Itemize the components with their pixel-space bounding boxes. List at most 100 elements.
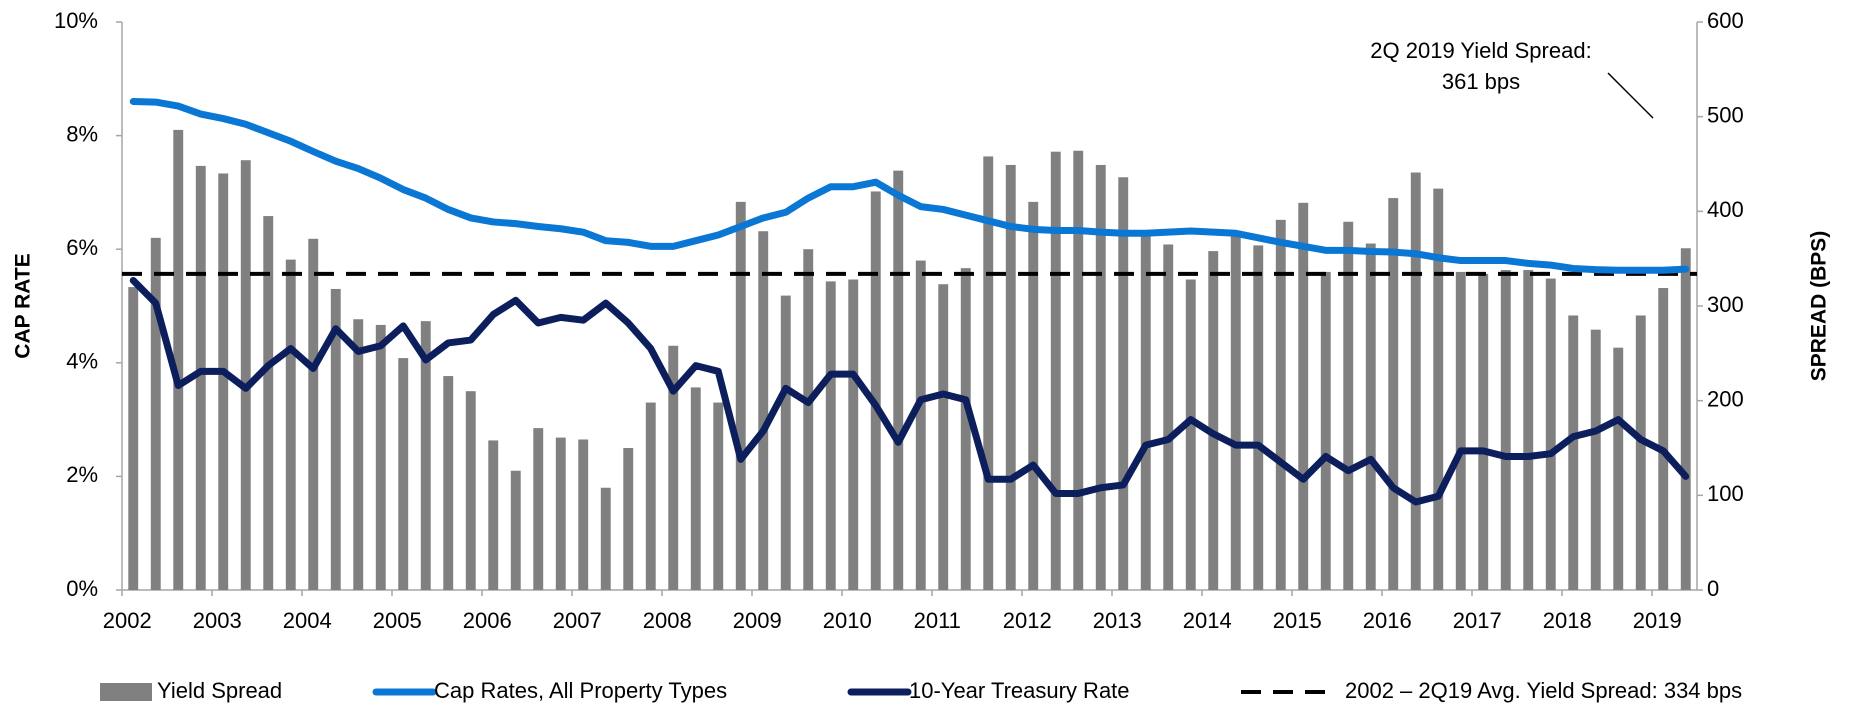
line: [129, 276, 1690, 506]
bar: [1478, 273, 1489, 590]
bar: [263, 216, 274, 591]
bar: [803, 249, 814, 590]
bar: [465, 391, 476, 590]
bar: [645, 402, 656, 590]
bar: [555, 437, 566, 590]
bar: [420, 321, 431, 590]
x-tick-label: 2014: [1183, 608, 1232, 633]
bar: [1590, 329, 1601, 590]
bar: [1005, 164, 1016, 591]
bar: [1388, 198, 1399, 590]
annotation: 361 bps: [1442, 69, 1520, 94]
line: [129, 98, 1690, 274]
bar: [218, 173, 229, 590]
x-tick-label: 2015: [1273, 608, 1322, 633]
annotation-leader: [1607, 72, 1654, 119]
bar: [713, 402, 724, 590]
bar: [938, 284, 949, 590]
bar: [848, 279, 859, 590]
bar: [1455, 271, 1466, 590]
bar: [1140, 235, 1151, 591]
bar: [1545, 278, 1556, 590]
bar: [915, 260, 926, 590]
bar: [600, 487, 611, 590]
bar: [1410, 172, 1421, 590]
y-axis-title: CAP RATE: [12, 253, 35, 358]
legend-label: Cap Rates, All Property Types: [434, 678, 727, 703]
bar: [1028, 201, 1039, 590]
x-tick-label: 2004: [283, 608, 332, 633]
x-tick-label: 2003: [193, 608, 242, 633]
bar: [240, 160, 251, 591]
y-tick-label: 4%: [66, 349, 98, 374]
bar: [1658, 288, 1669, 590]
legend-label: 10-Year Treasury Rate: [909, 678, 1130, 703]
x-tick-label: 2007: [553, 608, 602, 633]
bar: [533, 428, 544, 590]
y2-axis-title: SPREAD (BPS): [1808, 231, 1831, 382]
legend-swatch: [100, 683, 152, 701]
bar: [128, 287, 139, 590]
bar: [1163, 244, 1174, 590]
bar: [285, 259, 296, 590]
legend-label: Yield Spread: [157, 678, 282, 703]
bar: [1343, 221, 1354, 590]
legend-label: 2002 – 2Q19 Avg. Yield Spread: 334 bps: [1345, 678, 1742, 703]
bar: [1613, 347, 1624, 590]
bar: [308, 238, 319, 590]
bar: [1095, 164, 1106, 591]
bar: [1635, 315, 1646, 590]
bar: [870, 191, 881, 590]
y2-tick-label: 100: [1707, 481, 1744, 506]
bar: [1230, 235, 1241, 591]
x-tick-label: 2018: [1543, 608, 1592, 633]
y-tick-label: 8%: [66, 121, 98, 146]
bar: [825, 281, 836, 590]
y2-tick-label: 400: [1707, 197, 1744, 222]
bar: [983, 156, 994, 590]
bar: [1523, 270, 1534, 590]
bar: [1073, 150, 1084, 590]
bar: [690, 387, 701, 590]
bar: [1433, 188, 1444, 590]
bar: [330, 288, 341, 590]
x-tick-label: 2013: [1093, 608, 1142, 633]
bar: [1275, 219, 1286, 590]
y2-tick-label: 600: [1707, 8, 1744, 33]
bar: [1568, 315, 1579, 590]
bar: [150, 237, 161, 590]
bar: [398, 358, 409, 590]
bar: [758, 231, 769, 591]
y2-tick-label: 200: [1707, 386, 1744, 411]
y2-tick-label: 300: [1707, 292, 1744, 317]
bar: [780, 295, 791, 590]
bar: [623, 448, 634, 590]
y-tick-label: 10%: [54, 8, 98, 33]
x-tick-label: 2010: [823, 608, 872, 633]
x-tick-label: 2011: [914, 608, 961, 633]
x-tick-label: 2009: [733, 608, 782, 633]
bar: [510, 470, 521, 590]
x-tick-label: 2016: [1363, 608, 1412, 633]
bar: [1500, 270, 1511, 590]
bar: [1365, 243, 1376, 590]
y-tick-label: 0%: [66, 576, 98, 601]
bar: [375, 324, 386, 590]
y2-tick-label: 0: [1707, 576, 1719, 601]
bar: [893, 170, 904, 591]
annotation: 2Q 2019 Yield Spread:: [1370, 38, 1591, 63]
bar: [1118, 177, 1129, 590]
y-tick-label: 2%: [66, 462, 98, 487]
bar: [488, 440, 499, 590]
bar: [1298, 202, 1309, 590]
bar: [1680, 248, 1691, 590]
bar: [353, 319, 364, 590]
bar: [960, 268, 971, 590]
bar: [668, 345, 679, 590]
x-tick-label: 2005: [373, 608, 422, 633]
bar: [1185, 279, 1196, 590]
bar: [443, 376, 454, 590]
x-tick-label: 2017: [1453, 608, 1502, 633]
bar: [578, 439, 589, 590]
